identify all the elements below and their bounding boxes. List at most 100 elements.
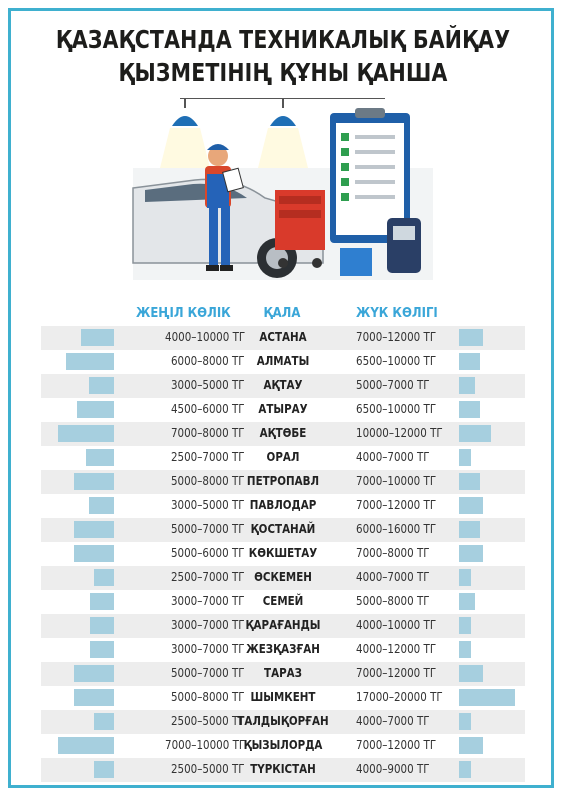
passenger-car-price: 6000–8000 ТГ xyxy=(171,354,245,368)
city-name: ТАРАЗ xyxy=(264,666,302,680)
passenger-car-price: 5000–7000 ТГ xyxy=(171,666,245,680)
table-row: 6000–8000 ТГ АЛМАТЫ 6500–10000 ТГ xyxy=(41,350,525,374)
truck-price: 7000–12000 ТГ xyxy=(356,738,437,752)
truck-bar xyxy=(459,617,471,634)
title-line-2: ҚЫЗМЕТІНІҢ ҚҰНЫ ҚАНША xyxy=(118,58,448,87)
city-name: СЕМЕЙ xyxy=(262,594,304,608)
truck-bar xyxy=(459,353,480,370)
column-header-passenger-car: ЖЕҢІЛ КӨЛІК xyxy=(136,306,231,321)
truck-bar xyxy=(459,329,483,346)
city-name: АҚТАУ xyxy=(263,378,303,392)
truck-price: 7000–12000 ТГ xyxy=(356,498,437,512)
table-row: 7000–8000 ТГ АҚТӨБЕ 10000–12000 ТГ xyxy=(41,422,525,446)
passenger-car-price: 3000–7000 ТГ xyxy=(171,618,245,632)
city-name: ТАЛДЫҚОРҒАН xyxy=(237,714,329,728)
passenger-car-bar xyxy=(74,545,114,562)
passenger-car-bar xyxy=(90,617,114,634)
table-row: 2500–5000 ТГ ТАЛДЫҚОРҒАН 4000–7000 ТГ xyxy=(41,710,525,734)
truck-bar xyxy=(459,641,471,658)
passenger-car-bar xyxy=(81,329,114,346)
table-row: 5000–7000 ТГ ҚОСТАНАЙ 6000–16000 ТГ xyxy=(41,518,525,542)
passenger-car-price: 2500–7000 ТГ xyxy=(171,450,245,464)
truck-price: 6000–16000 ТГ xyxy=(356,522,437,536)
passenger-car-price: 5000–7000 ТГ xyxy=(171,522,245,536)
city-name: ПАВЛОДАР xyxy=(249,498,317,512)
table-row: 5000–6000 ТГ КӨКШЕТАУ 7000–8000 ТГ xyxy=(41,542,525,566)
truck-bar xyxy=(459,665,483,682)
page-frame xyxy=(8,8,554,788)
passenger-car-price: 3000–5000 ТГ xyxy=(171,378,245,392)
truck-price: 17000–20000 ТГ xyxy=(356,690,443,704)
truck-price: 4000–9000 ТГ xyxy=(356,762,430,776)
table-row: 3000–7000 ТГ СЕМЕЙ 5000–8000 ТГ xyxy=(41,590,525,614)
table-row: 5000–8000 ТГ ШЫМКЕНТ 17000–20000 ТГ xyxy=(41,686,525,710)
city-name: ҚЫЗЫЛОРДА xyxy=(243,738,323,752)
passenger-car-price: 4000–10000 ТГ xyxy=(164,330,245,344)
passenger-car-bar xyxy=(90,593,114,610)
truck-price: 10000–12000 ТГ xyxy=(356,426,443,440)
passenger-car-price: 3000–7000 ТГ xyxy=(171,642,245,656)
truck-price: 7000–12000 ТГ xyxy=(356,666,437,680)
passenger-car-bar xyxy=(77,401,114,418)
table-row: 3000–5000 ТГ ПАВЛОДАР 7000–12000 ТГ xyxy=(41,494,525,518)
passenger-car-price: 5000–8000 ТГ xyxy=(171,474,245,488)
city-name: АҚТӨБЕ xyxy=(259,426,307,440)
passenger-car-bar xyxy=(94,713,114,730)
passenger-car-bar xyxy=(74,473,114,490)
city-name: АЛМАТЫ xyxy=(256,354,310,368)
passenger-car-bar xyxy=(58,737,114,754)
passenger-car-bar xyxy=(89,497,114,514)
table-row: 4000–10000 ТГ АСТАНА 7000–12000 ТГ xyxy=(41,326,525,350)
truck-bar xyxy=(459,473,480,490)
passenger-car-bar xyxy=(74,689,114,706)
passenger-car-bar xyxy=(89,377,114,394)
table-row: 4500–6000 ТГ АТЫРАУ 6500–10000 ТГ xyxy=(41,398,525,422)
truck-price: 6500–10000 ТГ xyxy=(356,402,437,416)
table-row: 3000–7000 ТГ ЖЕЗҚАЗҒАН 4000–12000 ТГ xyxy=(41,638,525,662)
passenger-car-price: 3000–5000 ТГ xyxy=(171,498,245,512)
passenger-car-bar xyxy=(66,353,114,370)
truck-bar xyxy=(459,737,483,754)
table-row: 2500–7000 ТГ ӨСКЕМЕН 4000–7000 ТГ xyxy=(41,566,525,590)
passenger-car-bar xyxy=(74,665,114,682)
truck-bar xyxy=(459,377,475,394)
passenger-car-bar xyxy=(90,641,114,658)
table-row: 3000–5000 ТГ АҚТАУ 5000–7000 ТГ xyxy=(41,374,525,398)
truck-price: 5000–7000 ТГ xyxy=(356,378,430,392)
mechanic-car-illustration xyxy=(132,98,433,280)
passenger-car-price: 2500–5000 ТГ xyxy=(171,714,245,728)
passenger-car-price: 7000–8000 ТГ xyxy=(171,426,245,440)
truck-price: 4000–7000 ТГ xyxy=(356,450,430,464)
column-header-truck: ЖҮК КӨЛІГІ xyxy=(356,306,438,321)
table-row: 5000–8000 ТГ ПЕТРОПАВЛ 7000–10000 ТГ xyxy=(41,470,525,494)
table-row: 5000–7000 ТГ ТАРАЗ 7000–12000 ТГ xyxy=(41,662,525,686)
truck-bar xyxy=(459,761,471,778)
truck-price: 4000–12000 ТГ xyxy=(356,642,437,656)
truck-price: 7000–12000 ТГ xyxy=(356,330,437,344)
truck-price: 7000–8000 ТГ xyxy=(356,546,430,560)
table-row: 7000–10000 ТГ ҚЫЗЫЛОРДА 7000–12000 ТГ xyxy=(41,734,525,758)
truck-bar xyxy=(459,425,491,442)
column-header-city: ҚАЛА xyxy=(263,306,301,321)
city-name: АСТАНА xyxy=(259,330,307,344)
passenger-car-price: 2500–7000 ТГ xyxy=(171,570,245,584)
city-name: ӨСКЕМЕН xyxy=(254,570,312,584)
city-name: ҚОСТАНАЙ xyxy=(250,522,316,536)
table-row: 2500–7000 ТГ ОРАЛ 4000–7000 ТГ xyxy=(41,446,525,470)
table-row: 2500–5000 ТГ ТҮРКІСТАН 4000–9000 ТГ xyxy=(41,758,525,782)
city-name: ЖЕЗҚАЗҒАН xyxy=(246,642,320,656)
truck-price: 6500–10000 ТГ xyxy=(356,354,437,368)
table-row: 3000–7000 ТГ ҚАРАҒАНДЫ 4000–10000 ТГ xyxy=(41,614,525,638)
city-name: АТЫРАУ xyxy=(258,402,308,416)
passenger-car-price: 2500–5000 ТГ xyxy=(171,762,245,776)
city-name: ТҮРКІСТАН xyxy=(250,762,316,776)
city-name: ОРАЛ xyxy=(266,450,300,464)
passenger-car-price: 7000–10000 ТГ xyxy=(164,738,245,752)
city-name: КӨКШЕТАУ xyxy=(248,546,318,560)
title-line-1: ҚАЗАҚСТАНДА ТЕХНИКАЛЫҚ БАЙҚАУ xyxy=(55,25,511,54)
truck-bar xyxy=(459,593,475,610)
passenger-car-price: 3000–7000 ТГ xyxy=(171,594,245,608)
truck-bar xyxy=(459,449,471,466)
passenger-car-price: 5000–6000 ТГ xyxy=(171,546,245,560)
truck-price: 4000–10000 ТГ xyxy=(356,618,437,632)
